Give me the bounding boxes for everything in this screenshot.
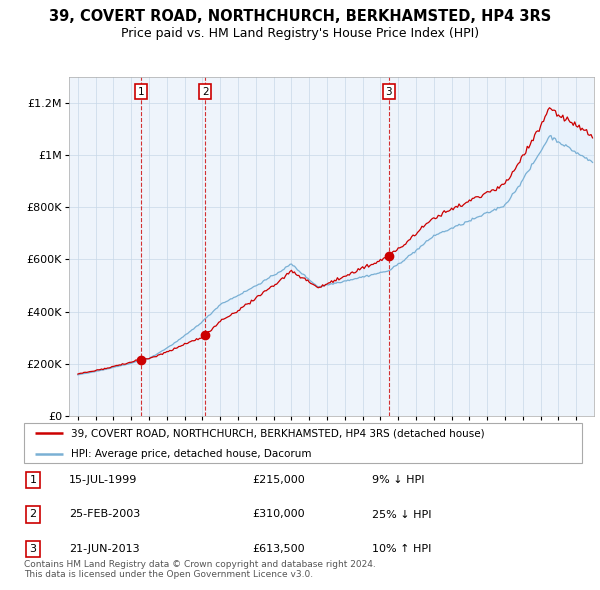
Text: 9% ↓ HPI: 9% ↓ HPI [372, 476, 425, 485]
Text: 21-JUN-2013: 21-JUN-2013 [69, 544, 140, 553]
Text: Price paid vs. HM Land Registry's House Price Index (HPI): Price paid vs. HM Land Registry's House … [121, 27, 479, 40]
Text: 39, COVERT ROAD, NORTHCHURCH, BERKHAMSTED, HP4 3RS (detached house): 39, COVERT ROAD, NORTHCHURCH, BERKHAMSTE… [71, 428, 485, 438]
Text: Contains HM Land Registry data © Crown copyright and database right 2024.
This d: Contains HM Land Registry data © Crown c… [24, 560, 376, 579]
Text: 3: 3 [29, 544, 37, 553]
Text: 25-FEB-2003: 25-FEB-2003 [69, 510, 140, 519]
Text: HPI: Average price, detached house, Dacorum: HPI: Average price, detached house, Daco… [71, 448, 312, 458]
Text: 3: 3 [385, 87, 392, 97]
Text: £215,000: £215,000 [252, 476, 305, 485]
FancyBboxPatch shape [24, 423, 582, 463]
Text: 15-JUL-1999: 15-JUL-1999 [69, 476, 137, 485]
Text: £613,500: £613,500 [252, 544, 305, 553]
Text: 25% ↓ HPI: 25% ↓ HPI [372, 510, 431, 519]
Text: 1: 1 [29, 476, 37, 485]
Text: 1: 1 [137, 87, 144, 97]
Text: £310,000: £310,000 [252, 510, 305, 519]
Text: 10% ↑ HPI: 10% ↑ HPI [372, 544, 431, 553]
Text: 2: 2 [29, 510, 37, 519]
Text: 39, COVERT ROAD, NORTHCHURCH, BERKHAMSTED, HP4 3RS: 39, COVERT ROAD, NORTHCHURCH, BERKHAMSTE… [49, 9, 551, 24]
Text: 2: 2 [202, 87, 208, 97]
